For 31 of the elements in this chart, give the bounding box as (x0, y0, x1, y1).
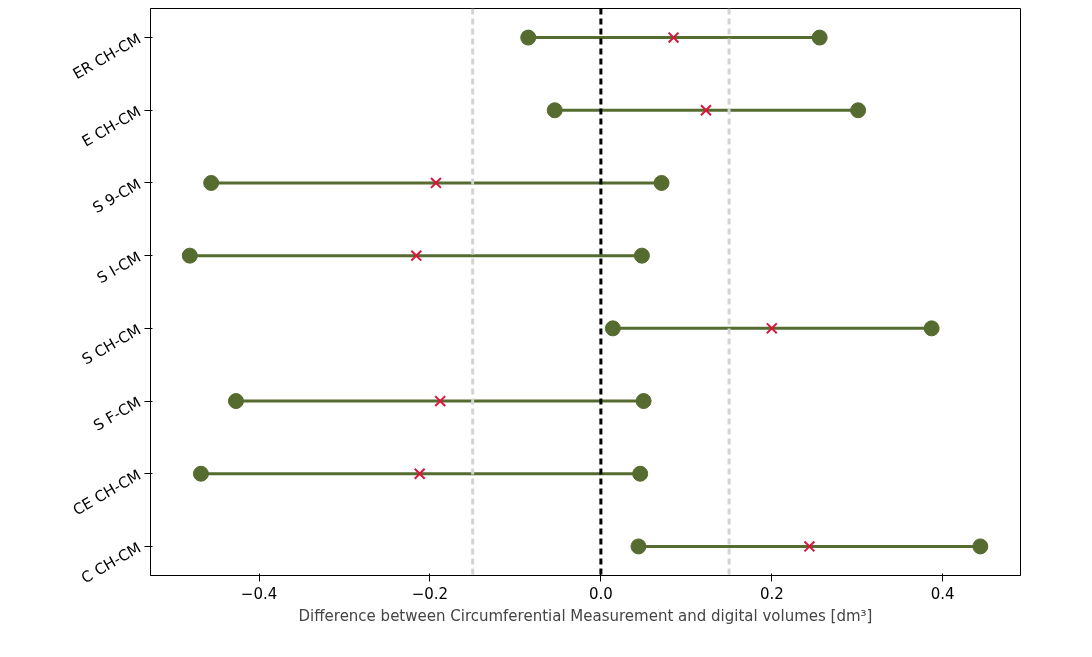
x-tick-label: 0.2 (759, 584, 784, 603)
point (546, 102, 563, 119)
point (192, 465, 209, 482)
x-tick-label: 0.4 (930, 584, 955, 603)
point (633, 247, 650, 264)
point (972, 538, 989, 555)
point (803, 540, 816, 553)
point (434, 395, 447, 407)
x-tick-label: 0.0 (588, 584, 613, 603)
point (653, 174, 670, 191)
x-tick-label: −0.2 (411, 584, 449, 603)
point (630, 538, 647, 555)
y-tick-label: S I-CM (93, 247, 144, 288)
point (181, 247, 198, 264)
point (667, 31, 680, 44)
point (850, 102, 867, 119)
point (410, 249, 423, 262)
point (413, 467, 426, 480)
point (811, 29, 828, 46)
point (923, 320, 940, 337)
x-tick-label: −0.4 (240, 584, 278, 603)
point (520, 29, 537, 46)
point (635, 393, 652, 410)
point (203, 174, 220, 191)
x-axis-title: Difference between Circumferential Measurement and digital volumes [dm³] (298, 606, 873, 625)
point (632, 465, 649, 482)
point (429, 177, 442, 189)
point (604, 320, 621, 337)
point (227, 393, 244, 410)
point (765, 322, 778, 335)
point (700, 104, 712, 117)
